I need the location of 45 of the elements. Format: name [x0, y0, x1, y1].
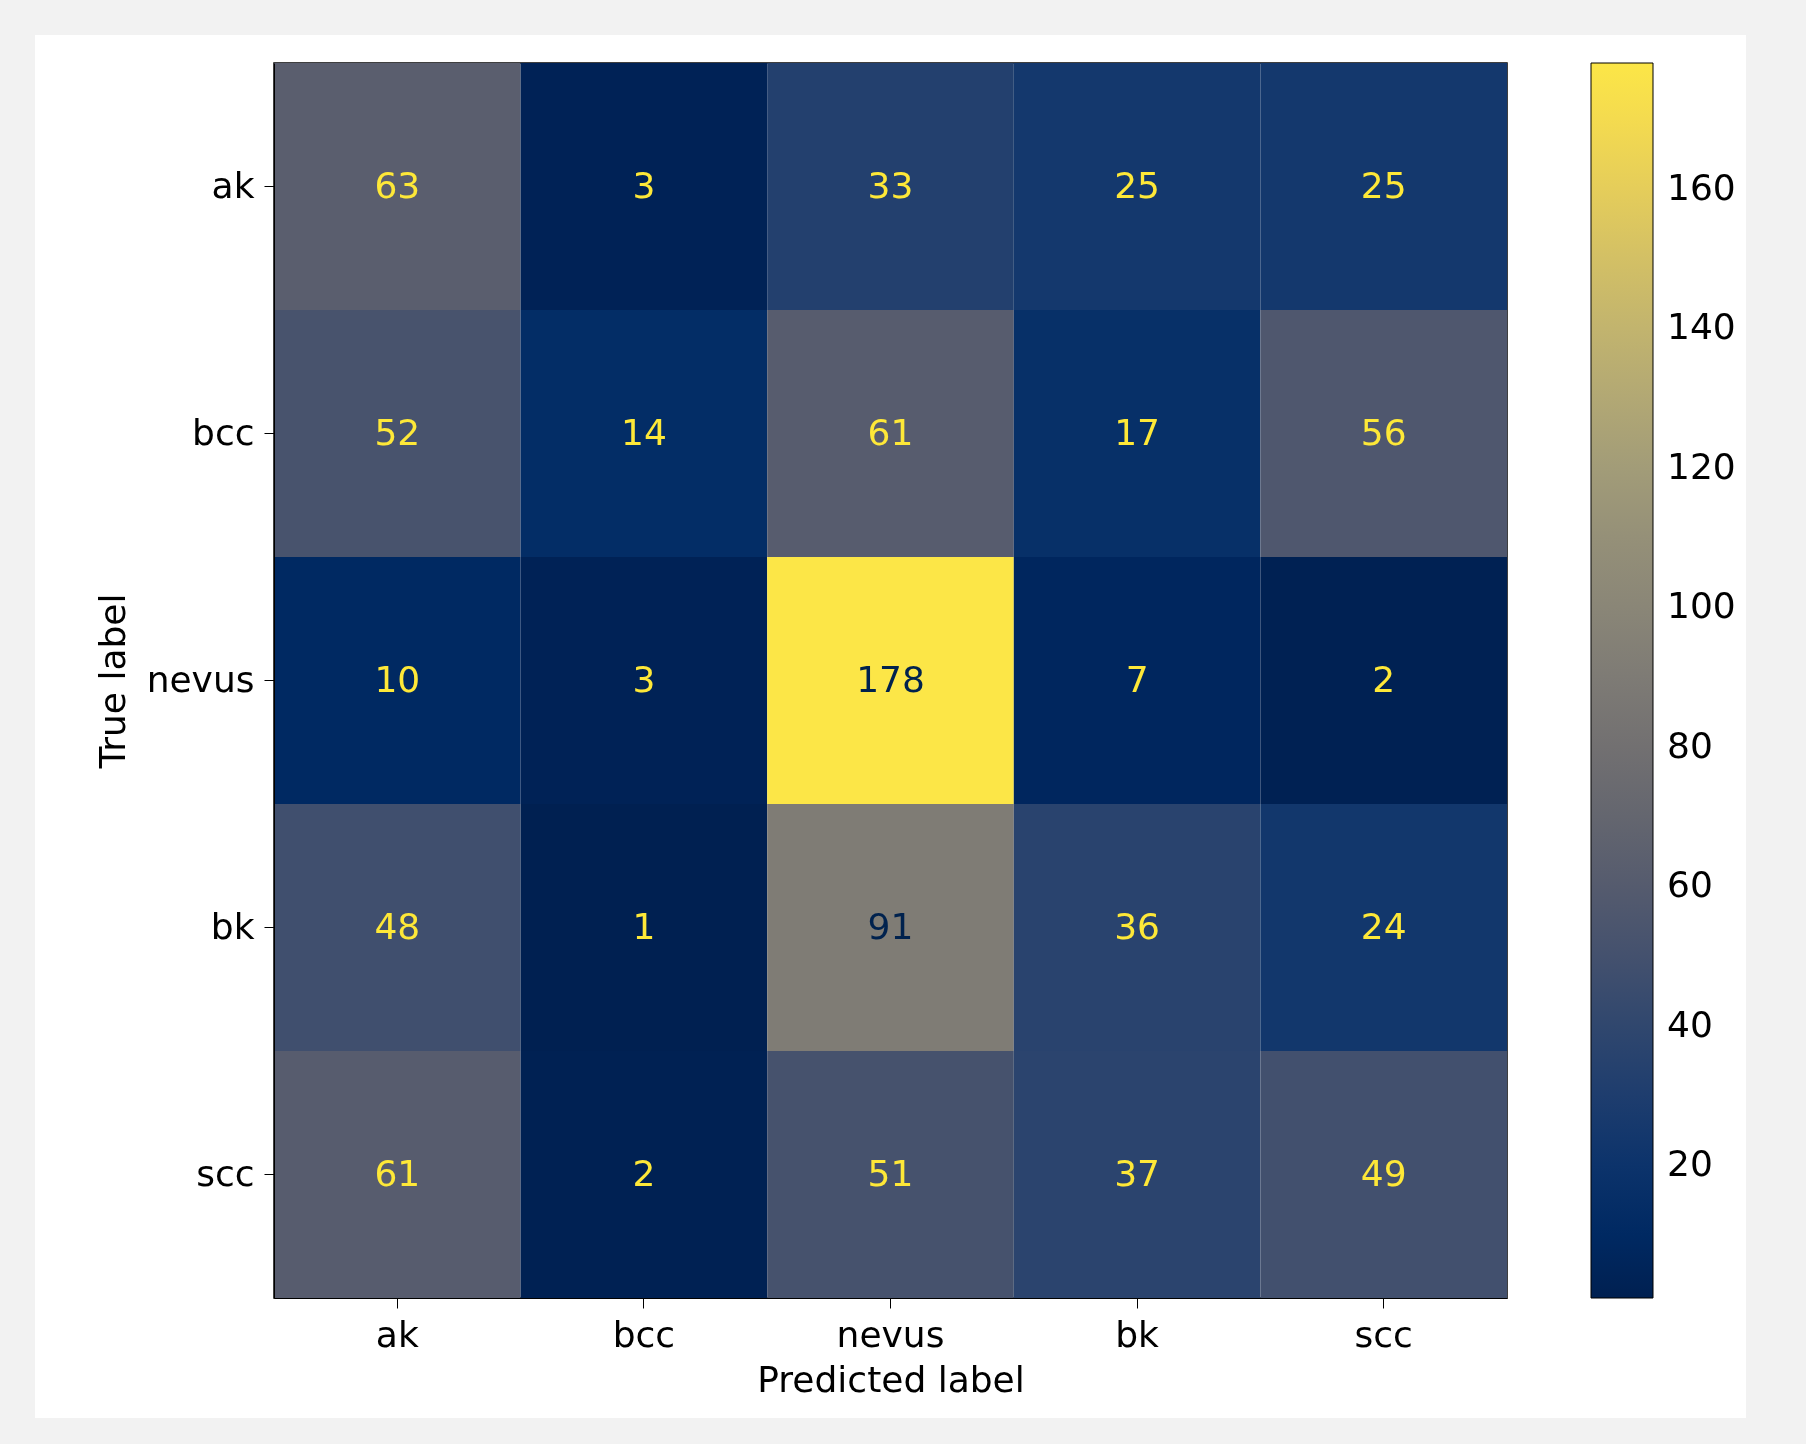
y-axis-title: True label [91, 593, 133, 770]
y-tick-label: scc [196, 1152, 255, 1194]
x-tick-label: scc [1354, 1313, 1413, 1355]
data-label: 63 [374, 164, 421, 206]
x-axis-title: Predicted label [757, 1358, 1025, 1400]
color-bar-label: 120 [1667, 445, 1736, 487]
data-label: 25 [1360, 164, 1407, 206]
data-label: 36 [1114, 905, 1161, 947]
data-label: 33 [867, 164, 914, 206]
data-label: 61 [867, 411, 914, 453]
data-label: 2 [1372, 658, 1396, 700]
y-tick-label: ak [211, 164, 255, 206]
data-label: 52 [374, 411, 421, 453]
data-label: 51 [867, 1152, 914, 1194]
color-bar-label: 140 [1667, 306, 1736, 348]
color-bar-label: 20 [1667, 1143, 1713, 1185]
data-label: 7 [1125, 658, 1149, 700]
x-tick-label: nevus [836, 1313, 945, 1355]
color-bar-label: 40 [1667, 1003, 1713, 1045]
data-label: 49 [1360, 1152, 1407, 1194]
data-label: 3 [632, 164, 656, 206]
data-label: 17 [1114, 411, 1161, 453]
y-tick-label: bcc [192, 411, 255, 453]
y-tick-label: bk [210, 905, 255, 947]
data-label: 91 [867, 905, 914, 947]
data-label: 25 [1114, 164, 1161, 206]
data-label: 1 [632, 905, 656, 947]
x-tick-label: bk [1115, 1313, 1160, 1355]
x-tick-label: bcc [612, 1313, 676, 1355]
data-label: 61 [374, 1152, 421, 1194]
color-bar-label: 100 [1667, 585, 1736, 627]
color-bar-label: 80 [1667, 724, 1713, 766]
x-tick-label: ak [375, 1313, 419, 1355]
data-label: 56 [1360, 411, 1407, 453]
data-label: 37 [1114, 1152, 1161, 1194]
data-label: 48 [374, 905, 421, 947]
data-label: 14 [620, 411, 667, 453]
data-label: 24 [1360, 905, 1407, 947]
data-label: 178 [856, 658, 925, 700]
color-bar-label: 60 [1667, 864, 1713, 906]
y-tick-label: nevus [146, 658, 255, 700]
data-label: 10 [374, 658, 421, 700]
data-label: 2 [632, 1152, 656, 1194]
color-bar-label: 160 [1667, 166, 1736, 208]
data-label: 3 [632, 658, 656, 700]
